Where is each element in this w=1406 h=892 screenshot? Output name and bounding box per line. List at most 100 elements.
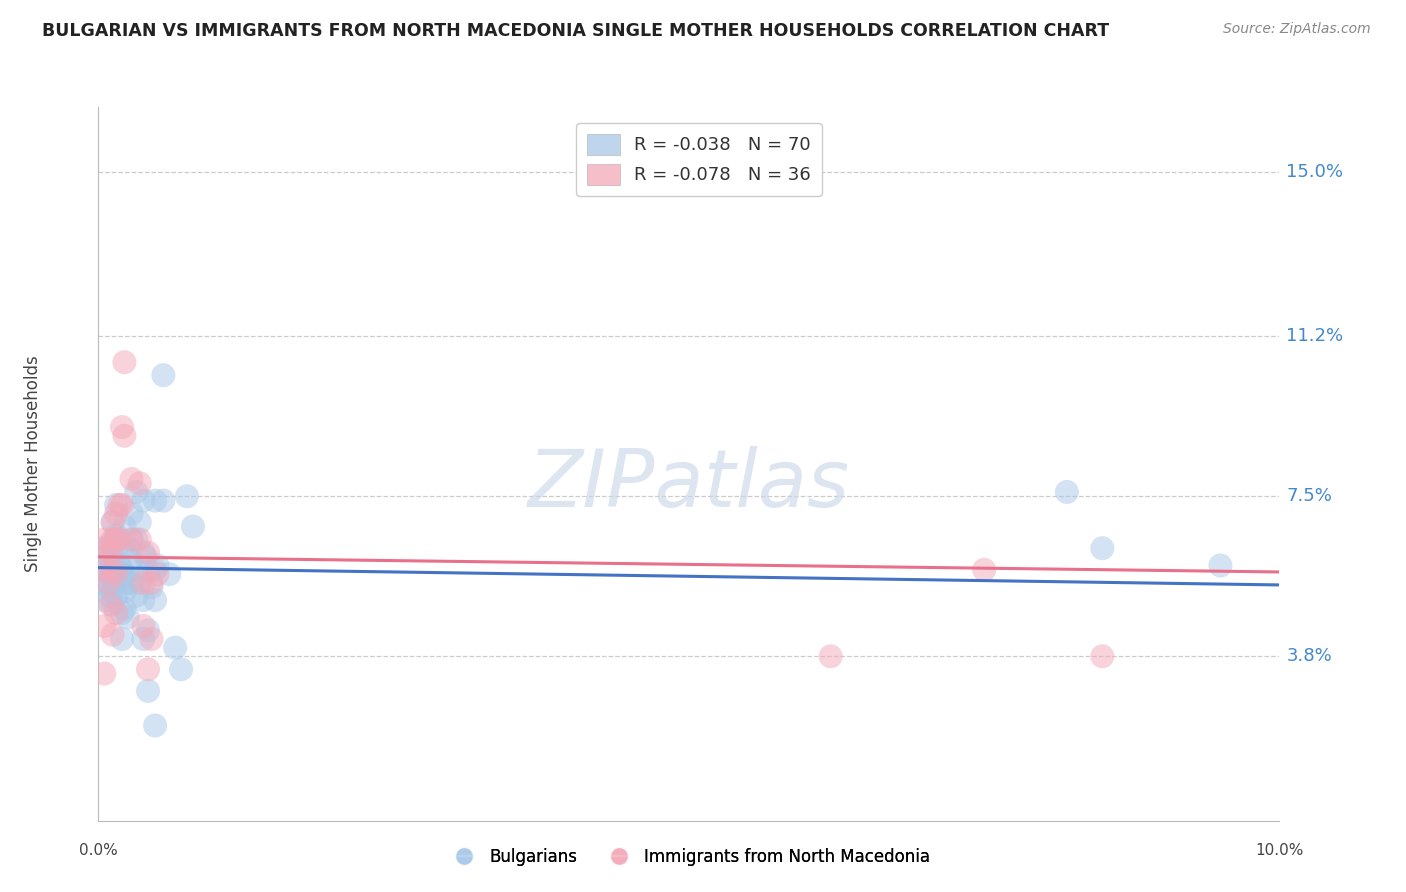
Point [152, 493, 174, 508]
Point [128, 533, 150, 547]
Point [101, 545, 124, 559]
Point [132, 619, 155, 633]
Point [93, 533, 115, 547]
Text: Source: ZipAtlas.com: Source: ZipAtlas.com [1223, 22, 1371, 37]
Point [125, 485, 148, 500]
Point [93, 563, 115, 577]
Point [93, 593, 115, 607]
Text: BULGARIAN VS IMMIGRANTS FROM NORTH MACEDONIA SINGLE MOTHER HOUSEHOLDS CORRELATIO: BULGARIAN VS IMMIGRANTS FROM NORTH MACED… [42, 22, 1109, 40]
Point [136, 624, 159, 638]
Point [105, 567, 128, 582]
Point [93, 619, 115, 633]
Point [136, 662, 159, 676]
Point [141, 575, 163, 590]
Point [121, 507, 143, 521]
Text: 15.0%: 15.0% [1286, 163, 1344, 181]
Point [157, 567, 180, 582]
Point [97, 549, 120, 564]
Point [143, 718, 166, 732]
Point [111, 420, 134, 434]
Point [170, 662, 193, 676]
Point [101, 628, 124, 642]
Point [112, 428, 135, 442]
Point [105, 575, 128, 590]
Point [112, 519, 135, 533]
Point [141, 580, 163, 594]
Point [125, 533, 148, 547]
Point [105, 589, 128, 603]
Point [143, 493, 166, 508]
Point [176, 489, 198, 503]
Point [112, 601, 135, 615]
Point [111, 498, 134, 512]
Point [136, 563, 159, 577]
Point [132, 593, 155, 607]
Point [1091, 541, 1114, 556]
Point [105, 563, 128, 577]
Point [117, 575, 139, 590]
Point [132, 632, 155, 646]
Point [117, 610, 139, 624]
Point [132, 575, 155, 590]
Point [98, 575, 121, 590]
Point [112, 567, 135, 582]
Point [101, 571, 124, 585]
Point [132, 493, 155, 508]
Text: 11.2%: 11.2% [1286, 327, 1344, 345]
Point [101, 563, 124, 577]
Point [121, 575, 143, 590]
Point [111, 606, 134, 620]
Point [98, 545, 121, 559]
Point [93, 558, 115, 573]
Point [97, 563, 120, 577]
Point [143, 593, 166, 607]
Point [128, 476, 150, 491]
Point [101, 558, 124, 573]
Point [105, 507, 128, 521]
Point [111, 541, 134, 556]
Point [97, 541, 120, 556]
Point [128, 515, 150, 529]
Point [132, 545, 155, 559]
Point [93, 541, 115, 556]
Point [141, 632, 163, 646]
Point [108, 498, 131, 512]
Point [146, 567, 169, 582]
Point [111, 632, 134, 646]
Point [93, 666, 115, 681]
Point [101, 533, 124, 547]
Text: 10.0%: 10.0% [1256, 843, 1303, 858]
Point [136, 684, 159, 698]
Point [136, 545, 159, 559]
Point [101, 515, 124, 529]
Point [108, 558, 131, 573]
Point [1209, 558, 1232, 573]
Point [112, 355, 135, 369]
Point [125, 589, 148, 603]
Point [93, 575, 115, 590]
Text: Single Mother Households: Single Mother Households [24, 356, 42, 572]
Point [97, 575, 120, 590]
Point [1091, 649, 1114, 664]
Point [105, 498, 128, 512]
Text: ZIPatlas: ZIPatlas [527, 446, 851, 524]
Point [105, 533, 128, 547]
Point [152, 368, 174, 383]
Point [165, 640, 187, 655]
Point [101, 515, 124, 529]
Point [111, 563, 134, 577]
Point [135, 549, 157, 564]
Point [117, 541, 139, 556]
Text: 7.5%: 7.5% [1286, 487, 1333, 505]
Text: 0.0%: 0.0% [79, 843, 118, 858]
Point [143, 563, 166, 577]
Point [181, 519, 204, 533]
Point [121, 472, 143, 486]
Point [121, 554, 143, 568]
Point [101, 598, 124, 612]
Point [98, 598, 121, 612]
Point [105, 606, 128, 620]
Point [146, 558, 169, 573]
Point [820, 649, 842, 664]
Point [98, 589, 121, 603]
